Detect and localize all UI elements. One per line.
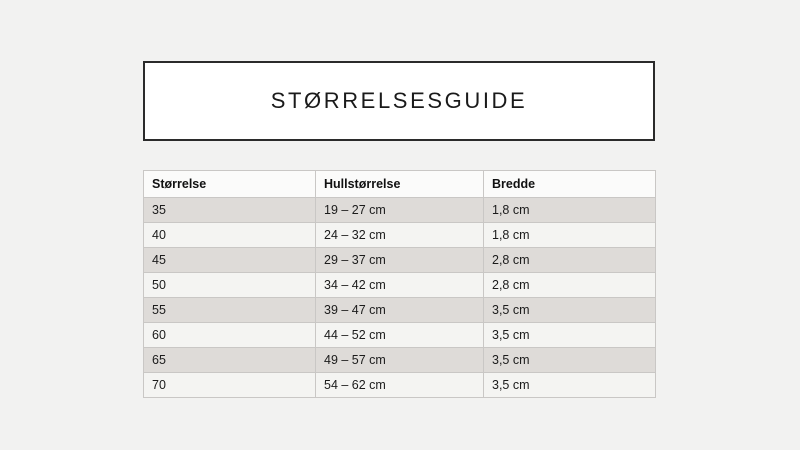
cell-storrelse: 70 (143, 372, 316, 398)
cell-hullstorrelse: 19 – 27 cm (315, 197, 484, 223)
cell-storrelse: 40 (143, 222, 316, 248)
column-header-storrelse: Størrelse (143, 170, 316, 198)
table-header-row: Størrelse Hullstørrelse Bredde (143, 170, 656, 198)
table-row: 50 34 – 42 cm 2,8 cm (143, 272, 656, 298)
table-row: 70 54 – 62 cm 3,5 cm (143, 372, 656, 398)
cell-bredde: 2,8 cm (483, 272, 656, 298)
table-row: 35 19 – 27 cm 1,8 cm (143, 197, 656, 223)
cell-hullstorrelse: 44 – 52 cm (315, 322, 484, 348)
size-guide-table: Størrelse Hullstørrelse Bredde 35 19 – 27… (143, 170, 656, 398)
table-body: 35 19 – 27 cm 1,8 cm 40 24 – 32 cm 1,8 cm 45 29… (143, 197, 656, 398)
cell-storrelse: 35 (143, 197, 316, 223)
cell-bredde: 2,8 cm (483, 247, 656, 273)
cell-storrelse: 50 (143, 272, 316, 298)
cell-hullstorrelse: 49 – 57 cm (315, 347, 484, 373)
table-row: 40 24 – 32 cm 1,8 cm (143, 222, 656, 248)
size-table-container: Størrelse Hullstørrelse Bredde 35 19 – 27… (143, 170, 656, 398)
cell-bredde: 3,5 cm (483, 322, 656, 348)
cell-hullstorrelse: 54 – 62 cm (315, 372, 484, 398)
table-header: Størrelse Hullstørrelse Bredde (143, 170, 656, 198)
cell-bredde: 1,8 cm (483, 222, 656, 248)
column-header-hullstorrelse: Hullstørrelse (315, 170, 484, 198)
cell-hullstorrelse: 24 – 32 cm (315, 222, 484, 248)
cell-storrelse: 65 (143, 347, 316, 373)
table-row: 45 29 – 37 cm 2,8 cm (143, 247, 656, 273)
cell-bredde: 1,8 cm (483, 197, 656, 223)
cell-hullstorrelse: 39 – 47 cm (315, 297, 484, 323)
cell-bredde: 3,5 cm (483, 372, 656, 398)
table-row: 55 39 – 47 cm 3,5 cm (143, 297, 656, 323)
column-header-bredde: Bredde (483, 170, 656, 198)
page-title: STØRRELSESGUIDE (270, 88, 528, 113)
cell-bredde: 3,5 cm (483, 297, 656, 323)
cell-bredde: 3,5 cm (483, 347, 656, 373)
cell-hullstorrelse: 34 – 42 cm (315, 272, 484, 298)
cell-hullstorrelse: 29 – 37 cm (315, 247, 484, 273)
title-banner: STØRRELSESGUIDE (143, 61, 655, 141)
table-row: 65 49 – 57 cm 3,5 cm (143, 347, 656, 373)
cell-storrelse: 55 (143, 297, 316, 323)
cell-storrelse: 60 (143, 322, 316, 348)
cell-storrelse: 45 (143, 247, 316, 273)
table-row: 60 44 – 52 cm 3,5 cm (143, 322, 656, 348)
